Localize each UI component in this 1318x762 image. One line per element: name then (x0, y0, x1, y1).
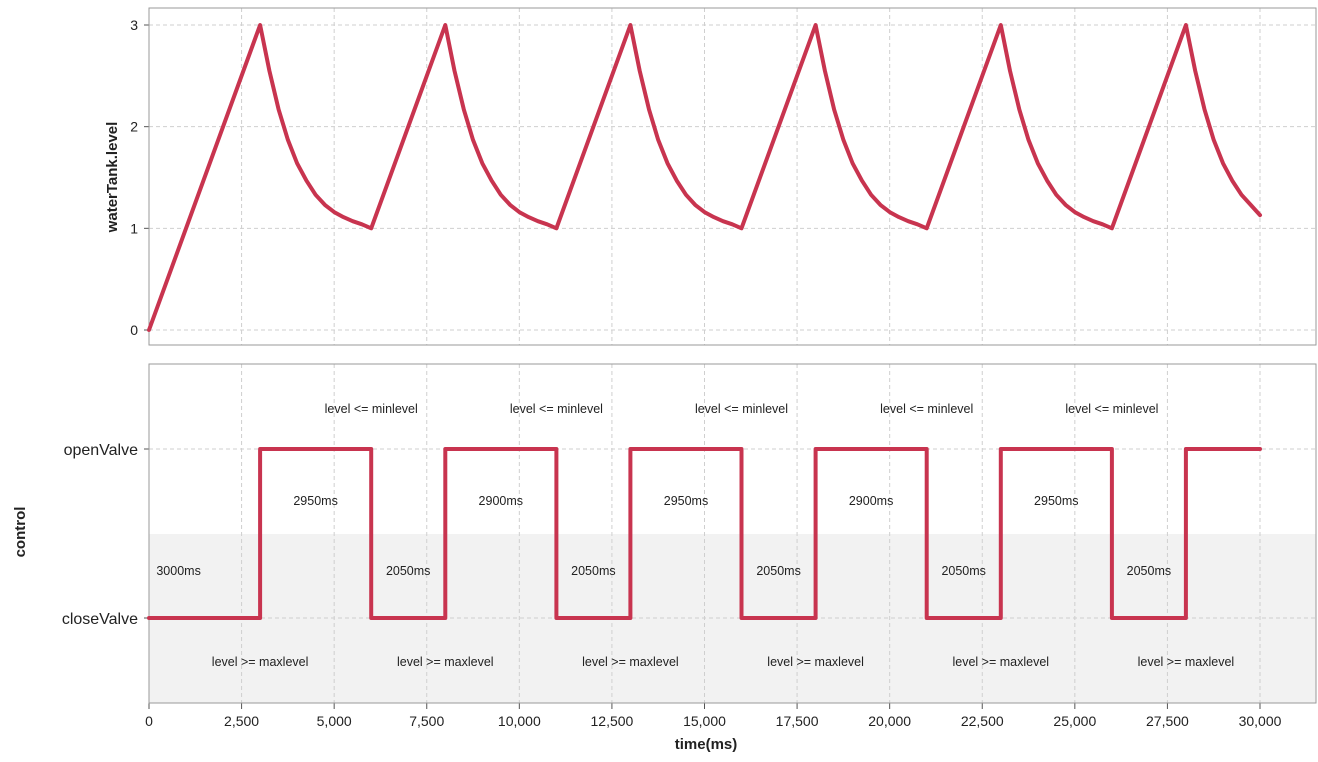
transition-annotation: level >= maxlevel (1138, 655, 1235, 669)
transition-annotation: 2900ms (849, 494, 893, 508)
x-tick-label: 17,500 (776, 713, 819, 729)
x-tick-label: 2,500 (224, 713, 259, 729)
y-tick-label: 3 (130, 17, 138, 33)
x-tick-label: 22,500 (961, 713, 1004, 729)
x-tick-label: 5,000 (317, 713, 352, 729)
transition-annotation: level >= maxlevel (953, 655, 1050, 669)
x-tick-label: 12,500 (591, 713, 634, 729)
x-tick-label: 25,000 (1053, 713, 1096, 729)
transition-annotation: 2950ms (293, 494, 337, 508)
x-tick-label: 30,000 (1239, 713, 1282, 729)
transition-annotation: 2050ms (941, 564, 985, 578)
top-plot-frame (148, 7, 1317, 346)
transition-annotation: level <= minlevel (695, 402, 788, 416)
transition-annotation: 2050ms (756, 564, 800, 578)
transition-annotation: 2900ms (479, 494, 523, 508)
transition-annotation: 2050ms (571, 564, 615, 578)
x-axis-title: time(ms) (675, 736, 738, 753)
y-tick-label: 0 (130, 322, 138, 338)
x-tick-label: 15,000 (683, 713, 726, 729)
top-plot-background (149, 8, 1316, 345)
transition-annotation: level >= maxlevel (397, 655, 494, 669)
bottom-plot-frame (148, 363, 1317, 704)
top-plot-area: 0 1 2 3 (130, 7, 1317, 346)
x-tick-label: 27,500 (1146, 713, 1189, 729)
level-series-line (147, 23, 1262, 332)
x-tick-label: 7,500 (409, 713, 444, 729)
transition-annotation: level >= maxlevel (767, 655, 864, 669)
transition-annotation: level >= maxlevel (582, 655, 679, 669)
control-series-line (147, 447, 1262, 620)
transition-annotation: level >= maxlevel (212, 655, 309, 669)
x-tick-label: 0 (145, 713, 153, 729)
transition-annotation: 3000ms (156, 564, 200, 578)
x-tick-label: 10,000 (498, 713, 541, 729)
transition-annotation: level <= minlevel (880, 402, 973, 416)
x-tick-label: 20,000 (868, 713, 911, 729)
y-axis-title-control: control (12, 507, 29, 558)
y-tick-label: 2 (130, 119, 138, 135)
transition-annotation: level <= minlevel (510, 402, 603, 416)
y-axis-title-level: waterTank.level (104, 122, 121, 234)
transition-annotation: 2050ms (1127, 564, 1171, 578)
y-tick-label: 1 (130, 220, 138, 236)
transition-annotation: 2950ms (664, 494, 708, 508)
transition-annotation: 2950ms (1034, 494, 1078, 508)
transition-annotation: level <= minlevel (1065, 402, 1158, 416)
category-label-closeValve: closeValve (62, 611, 138, 628)
category-label-openValve: openValve (64, 442, 139, 459)
transition-annotation: level <= minlevel (325, 402, 418, 416)
transition-annotation: 2050ms (386, 564, 430, 578)
bottom-plot-area: 0 2,500 5,000 7,500 10,000 12,500 15,000 17,500… (62, 363, 1317, 729)
